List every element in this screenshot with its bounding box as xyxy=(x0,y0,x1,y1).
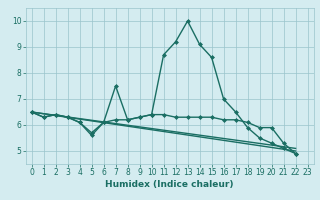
X-axis label: Humidex (Indice chaleur): Humidex (Indice chaleur) xyxy=(105,180,234,189)
